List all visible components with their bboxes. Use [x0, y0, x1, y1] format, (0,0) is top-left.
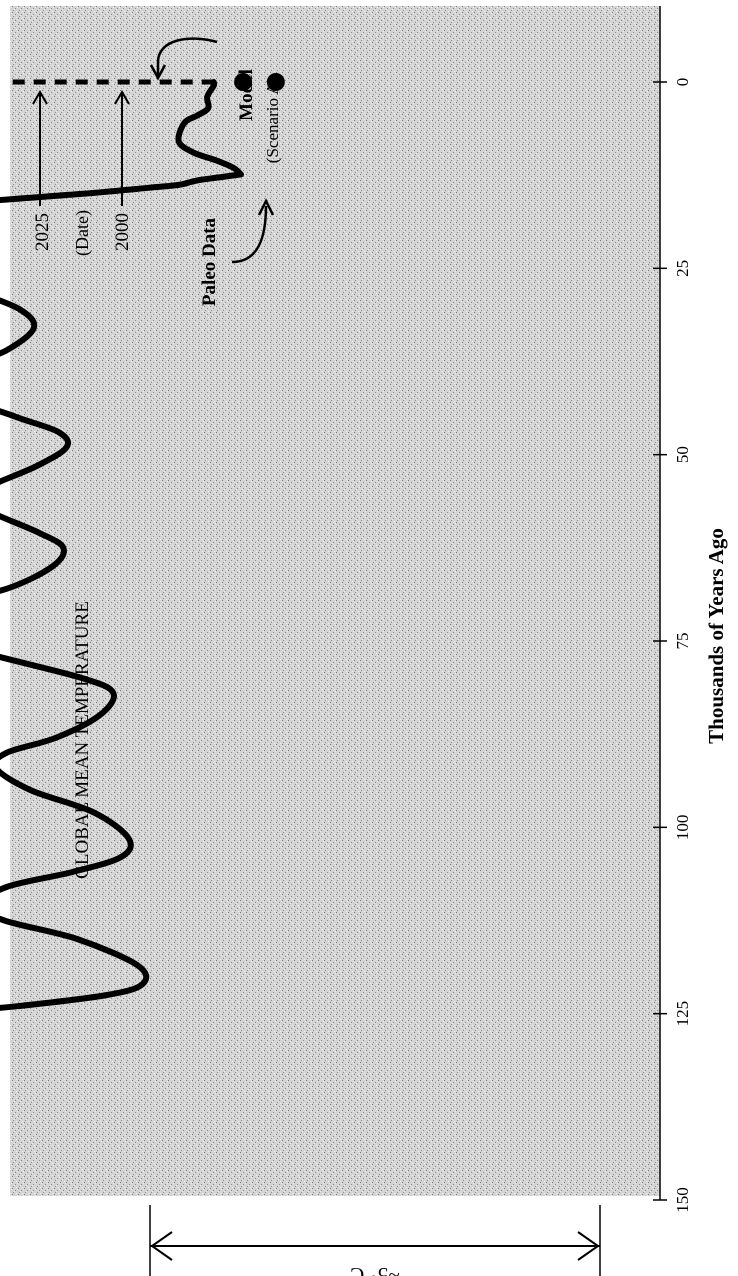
x-tick-label: 50: [673, 446, 692, 463]
x-tick-label: 100: [673, 815, 692, 841]
label-scenario-group: (Scenario A): [263, 77, 282, 163]
label-paleo-group: Paleo Data: [199, 217, 220, 306]
x-axis-ticks: 0 25 50 75 100 125 150: [653, 78, 692, 1213]
x-tick-label: 125: [673, 1001, 692, 1027]
label-model: Model: [236, 69, 257, 121]
plot-background: [10, 6, 660, 1196]
arrow-2000: [114, 90, 130, 206]
arrow-2025: [32, 90, 48, 206]
x-tick-label-group: 150: [673, 1187, 692, 1213]
chart-title: GLOBAL MEAN TEMPERATURE: [72, 601, 93, 879]
x-tick-label: 150: [673, 1187, 692, 1213]
x-tick-label: 25: [673, 260, 692, 277]
label-2025-group: 2025: [32, 213, 53, 251]
chart-title-group: GLOBAL MEAN TEMPERATURE: [72, 601, 93, 879]
x-tick-label-group: 125: [673, 1001, 692, 1027]
x-tick-label-group: 50: [673, 446, 692, 463]
label-2000-group: 2000: [112, 213, 133, 251]
label-date-group: (Date): [72, 210, 93, 256]
label-2000: 2000: [112, 213, 133, 251]
x-tick-label: 75: [673, 633, 692, 650]
x-tick-label-group: 0: [673, 78, 692, 87]
x-tick-label: 0: [673, 78, 692, 87]
x-tick-label-group: 100: [673, 815, 692, 841]
label-paleo: Paleo Data: [199, 217, 220, 306]
point-2000: [234, 73, 253, 91]
point-2025: [266, 73, 285, 91]
label-date: (Date): [72, 210, 93, 256]
temperature-scale-label: ~5° C: [350, 1263, 400, 1276]
label-2025: 2025: [32, 213, 53, 251]
x-tick-label-group: 75: [673, 633, 692, 650]
model-arrow: [149, 37, 218, 81]
series-line-paleo: [0, 171, 244, 1011]
label-scenario: (Scenario A): [263, 77, 282, 163]
series-line-model: [175, 79, 244, 178]
temperature-scale-label-group: ~5° C: [350, 1263, 400, 1276]
paleo-arrow: [231, 198, 275, 264]
temperature-scale-bar: [149, 1205, 601, 1276]
label-model-group: Model: [236, 69, 257, 121]
x-axis-title-group: Thousands of Years Ago: [704, 528, 728, 744]
x-axis-title: Thousands of Years Ago: [704, 528, 728, 744]
x-tick-label-group: 25: [673, 260, 692, 277]
